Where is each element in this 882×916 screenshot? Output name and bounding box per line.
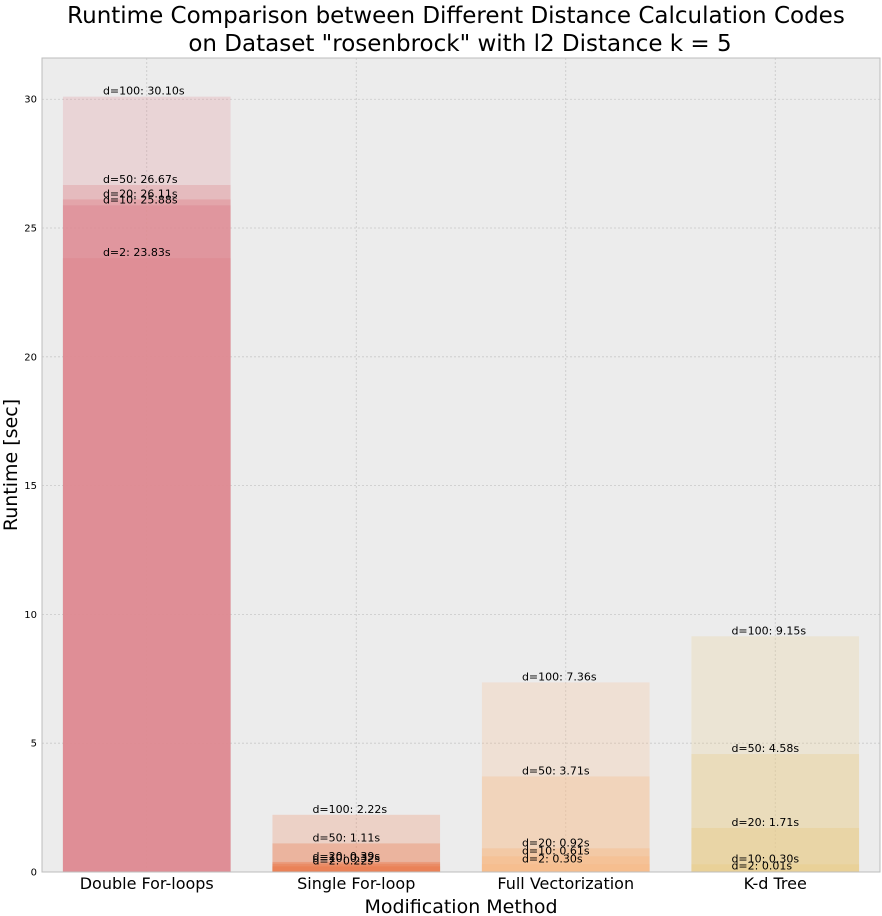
y-tick-label: 15 bbox=[24, 481, 37, 492]
chart-title-line-1: Runtime Comparison between Different Dis… bbox=[67, 3, 845, 29]
x-tick-label: K-d Tree bbox=[744, 874, 807, 893]
bar-label-d20-2: d=20: 0.92s bbox=[522, 836, 590, 849]
x-tick-label: Single For-loop bbox=[297, 874, 415, 893]
bar-d100-1 bbox=[272, 814, 441, 872]
bar-label-d50-1: d=50: 1.11s bbox=[312, 831, 380, 844]
x-axis-label: Modification Method bbox=[364, 896, 557, 916]
y-tick-label: 0 bbox=[31, 868, 37, 879]
bar-label-d20-1: d=20: 0.39s bbox=[312, 850, 380, 863]
bar-d50-2 bbox=[481, 776, 650, 872]
x-tick-label: Full Vectorization bbox=[497, 874, 634, 893]
bar-label-d100-2: d=100: 7.36s bbox=[522, 670, 597, 683]
bar-label-d2-3: d=2: 0.01s bbox=[731, 860, 792, 873]
bar-label-d100-1: d=100: 2.22s bbox=[312, 803, 387, 816]
bar-label-d2-1: d=2: 0.22s bbox=[312, 854, 373, 867]
bar-d2-1 bbox=[272, 866, 441, 872]
chart-title-line-2: on Dataset "rosenbrock" with l2 Distance… bbox=[188, 31, 731, 57]
bar-label-d2-2: d=2: 0.30s bbox=[522, 852, 583, 865]
x-tick-label: Double For-loops bbox=[80, 874, 214, 893]
bar-d100-3 bbox=[691, 636, 860, 872]
y-tick-label: 20 bbox=[24, 352, 37, 363]
y-axis-label: Runtime [sec] bbox=[0, 399, 22, 531]
y-tick-label: 10 bbox=[24, 610, 37, 621]
bar-label-d10-2: d=10: 0.61s bbox=[522, 844, 590, 857]
bar-d10-3 bbox=[691, 864, 860, 872]
y-tick-label: 25 bbox=[24, 224, 37, 235]
bar-label-d20-3: d=20: 1.71s bbox=[731, 816, 799, 829]
y-tick-label: 30 bbox=[24, 95, 37, 106]
bar-label-d10-3: d=10: 0.30s bbox=[731, 852, 799, 865]
bar-label-d10-0: d=10: 25.88s bbox=[103, 193, 178, 206]
plot-frame bbox=[41, 57, 881, 873]
bar-label-d20-0: d=20: 26.11s bbox=[103, 187, 178, 200]
bar-label-d2-0: d=2: 23.83s bbox=[103, 246, 171, 259]
y-tick-label: 5 bbox=[31, 739, 37, 750]
plot-area: 0 5 10 15 20 25 30 d=100: 30.10s d=100: 2.22s d=1… bbox=[24, 57, 881, 893]
bar-label-d100-3: d=100: 9.15s bbox=[731, 624, 806, 637]
bar-label-d50-3: d=50: 4.58s bbox=[731, 742, 799, 755]
bar-label-d100-0: d=100: 30.10s bbox=[103, 85, 185, 98]
bar-label-d50-2: d=50: 3.71s bbox=[522, 764, 590, 777]
bar-label-d50-0: d=50: 26.67s bbox=[103, 173, 178, 186]
bar-label-d10-1: d=10: 0.32s bbox=[312, 852, 380, 865]
bar-d100-2 bbox=[481, 682, 650, 872]
bar-d50-3 bbox=[691, 754, 860, 872]
bar-d2-0 bbox=[62, 258, 231, 873]
bar-d2-2 bbox=[481, 864, 650, 872]
